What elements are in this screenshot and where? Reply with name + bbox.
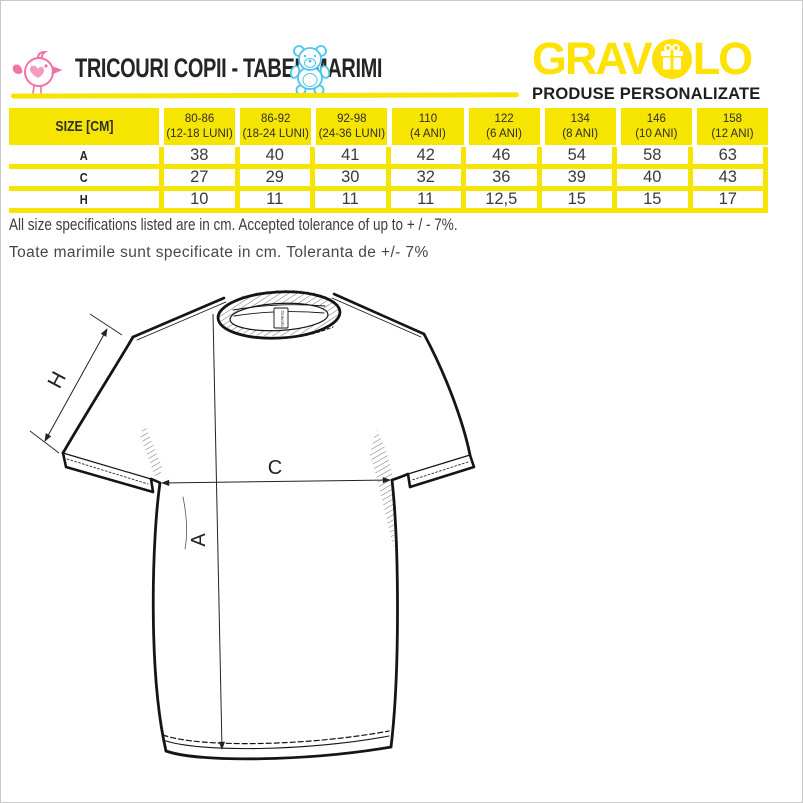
size-table-header: SIZE [CM] 80-86 (12-18 LUNI) 86-92 (18-24 … [9, 108, 768, 145]
column-header: 146 (10 ANI) [620, 108, 692, 145]
pink-bird-icon [12, 50, 63, 94]
size-table-body: A 38 40 41 42 46 54 58 63 C 27 29 30 32 … [9, 147, 768, 213]
note-romanian: Toate marimile sunt specificate in cm. T… [9, 244, 429, 261]
logo-text-left: GRAV [532, 33, 653, 84]
row-label: H [9, 191, 159, 208]
table-cell: 32 [390, 169, 461, 186]
row-label: A [9, 147, 159, 164]
table-cell: 27 [164, 169, 235, 186]
table-cell: 63 [692, 147, 763, 164]
table-cell: 12,5 [466, 191, 537, 208]
logo-text-right: LO [692, 33, 753, 84]
measurement-arrows: H C A [29, 313, 391, 750]
table-cell: 11 [390, 191, 461, 208]
table-cell: 15 [617, 191, 688, 208]
table-cell: 42 [390, 147, 461, 164]
logo-tagline: PRODUSE PERSONALIZATE [532, 85, 761, 103]
collar-tag-text: Gravolo [280, 310, 285, 327]
corner-cell: SIZE [CM] [9, 108, 159, 145]
table-cell: 11 [315, 191, 386, 208]
table-cell: 58 [617, 147, 688, 164]
table-cell: 30 [315, 169, 386, 186]
table-cell: 39 [541, 169, 612, 186]
tshirt-outline: Gravolo [61, 290, 476, 761]
blue-teddy-bear-icon [289, 45, 331, 95]
yellow-divider [10, 92, 520, 99]
table-cell: 38 [164, 147, 235, 164]
table-cell: 15 [541, 191, 612, 208]
gravolo-logo: GRAV LO [532, 33, 753, 84]
armpit-hatching [140, 289, 394, 549]
table-cell: 11 [239, 191, 310, 208]
column-header: 158 (12 ANI) [696, 108, 768, 145]
column-header: 80-86 (12-18 LUNI) [164, 108, 236, 145]
table-cell: 10 [164, 191, 235, 208]
page-title: TRICOURI COPII - TABEL MARIMI [75, 53, 383, 83]
row-label: C [9, 169, 159, 186]
table-cell: 40 [617, 169, 688, 186]
table-cell: 43 [692, 169, 763, 186]
label-h: H [44, 368, 71, 392]
table-cell: 36 [466, 169, 537, 186]
tshirt-measurement-diagram: Gravolo [29, 289, 476, 761]
table-cell: 46 [466, 147, 537, 164]
label-a: A [188, 533, 210, 547]
label-c: C [268, 457, 282, 479]
column-header: 86-92 (18-24 LUNI) [240, 108, 312, 145]
column-header: 122 (6 ANI) [468, 108, 540, 145]
column-header: 110 (4 ANI) [392, 108, 464, 145]
note-english: All size specifications listed are in cm… [9, 216, 458, 234]
column-header: 134 (8 ANI) [544, 108, 616, 145]
column-header: 92-98 (24-36 LUNI) [316, 108, 388, 145]
table-cell: 41 [315, 147, 386, 164]
table-cell: 17 [692, 191, 763, 208]
table-cell: 29 [239, 169, 310, 186]
table-cell: 54 [541, 147, 612, 164]
gift-icon [651, 39, 692, 79]
table-cell: 40 [239, 147, 310, 164]
